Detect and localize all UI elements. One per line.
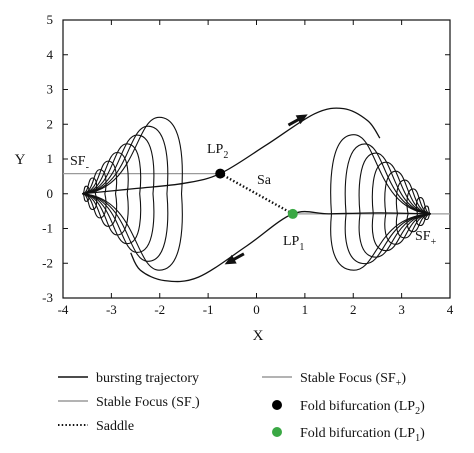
- bursting-trajectory-loop: [82, 143, 142, 245]
- direction-arrow-lower-head: [224, 254, 237, 265]
- bursting-trajectory-loop: [82, 116, 183, 271]
- y-tick-label: 3: [47, 82, 54, 97]
- lp2-label: LP2: [207, 142, 228, 161]
- x-tick-label: 4: [447, 302, 454, 317]
- axes: -4 -3 -2 -1 0 1 2 3 4 -3 -2 -1 0 1 2 3 4 5: [42, 12, 454, 317]
- x-tick-label: 3: [398, 302, 405, 317]
- x-tick-label: -1: [203, 302, 214, 317]
- x-tick-label: 0: [253, 302, 260, 317]
- legend-item: Fold bifurcation (LP2): [272, 399, 425, 417]
- bursting-trajectory-loop: [82, 160, 118, 227]
- sf-plus-label: SF+: [415, 229, 437, 248]
- legend-label: Stable Focus (SF-): [96, 395, 200, 413]
- bursting-trajectory-upper: [82, 107, 381, 195]
- x-tick-label: 1: [302, 302, 309, 317]
- x-tick-label: 2: [350, 302, 357, 317]
- fold-point-lp1: [287, 208, 298, 219]
- legend-label: Fold bifurcation (LP1): [300, 426, 425, 444]
- legend-label: bursting trajectory: [96, 371, 199, 386]
- y-tick-label: -2: [42, 255, 53, 270]
- legend-item: bursting trajectory: [58, 371, 199, 386]
- plot-area: [63, 107, 450, 283]
- fold-point-lp2: [215, 168, 226, 179]
- y-tick-label: -1: [42, 221, 53, 236]
- y-tick-label: 2: [47, 116, 54, 131]
- legend-swatch-lp2: [272, 400, 282, 410]
- x-axis-label: X: [253, 328, 264, 344]
- legend-item: Stable Focus (SF+): [262, 371, 406, 389]
- bursting-trajectory-loop: [82, 125, 169, 262]
- bursting-trajectory-loop: [82, 169, 107, 219]
- x-tick-label: -4: [58, 302, 69, 317]
- legend-label: Fold bifurcation (LP2): [300, 399, 425, 417]
- plot-frame: [62, 19, 451, 299]
- legend-item: Stable Focus (SF-): [58, 395, 200, 413]
- legend-item: Saddle: [58, 419, 134, 434]
- y-tick-label: 5: [47, 12, 54, 27]
- bursting-trajectory-loop: [371, 161, 431, 252]
- x-tick-label: -3: [106, 302, 117, 317]
- lp1-label: LP1: [283, 234, 304, 253]
- sf-minus-label: SF-: [70, 154, 89, 173]
- y-axis-label: Y: [15, 152, 26, 168]
- bursting-trajectory-loop: [395, 179, 431, 239]
- saddle-label: Sa: [257, 173, 272, 188]
- bursting-trajectory-loop: [82, 177, 98, 211]
- saddle-line: [219, 172, 294, 215]
- bursting-trajectory-loop: [82, 134, 155, 254]
- y-tick-label: 1: [47, 151, 54, 166]
- legend-item: Fold bifurcation (LP1): [272, 426, 425, 444]
- direction-arrow-upper-head: [295, 114, 308, 125]
- bursting-trajectory-loop: [384, 170, 431, 245]
- bursting-trajectory-lower: [130, 210, 431, 283]
- y-tick-label: 4: [47, 47, 54, 62]
- x-tick-label: -2: [154, 302, 165, 317]
- legend-label: Stable Focus (SF+): [300, 371, 406, 389]
- legend-label: Saddle: [96, 419, 134, 434]
- legend: bursting trajectory Stable Focus (SF-) Sad…: [58, 371, 425, 444]
- legend-swatch-lp1: [272, 427, 282, 437]
- y-tick-label: -3: [42, 290, 53, 305]
- annotations: X Y SF- SF+ LP2 LP1 Sa: [15, 142, 437, 344]
- bursting-trajectory-loop: [82, 151, 129, 236]
- bursting-trajectory-loop: [330, 134, 431, 271]
- y-tick-label: 0: [47, 186, 54, 201]
